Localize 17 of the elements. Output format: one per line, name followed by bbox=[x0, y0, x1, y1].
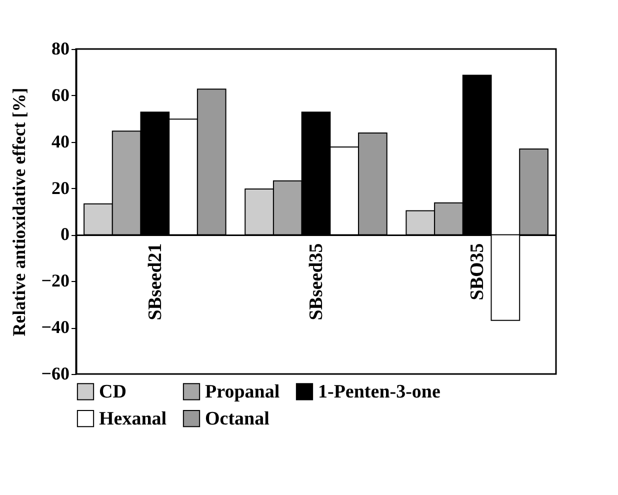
y-tick-label: −20 bbox=[41, 270, 70, 291]
x-tick-label: SBO35 bbox=[467, 243, 488, 300]
y-tick-label: −40 bbox=[41, 317, 70, 338]
y-tick-label: 20 bbox=[52, 178, 70, 198]
y-tick-label: 60 bbox=[52, 84, 70, 105]
y-tick-label: −60 bbox=[41, 364, 70, 384]
y-axis-title: Relative antioxidative effect [%] bbox=[9, 88, 30, 336]
y-tick-label: 80 bbox=[52, 38, 70, 58]
legend-label: 1-Penten-3-one bbox=[318, 382, 440, 403]
y-tick-label: 40 bbox=[52, 131, 70, 152]
x-tick-label: SBseed35 bbox=[306, 243, 327, 320]
legend-label: Propanal bbox=[205, 382, 280, 403]
x-tick-label: SBseed21 bbox=[144, 243, 166, 320]
legend-label: CD bbox=[99, 382, 126, 403]
legend-label: Octanal bbox=[205, 408, 270, 430]
legend-label: Hexanal bbox=[99, 408, 167, 430]
y-tick-label: 0 bbox=[60, 224, 70, 244]
